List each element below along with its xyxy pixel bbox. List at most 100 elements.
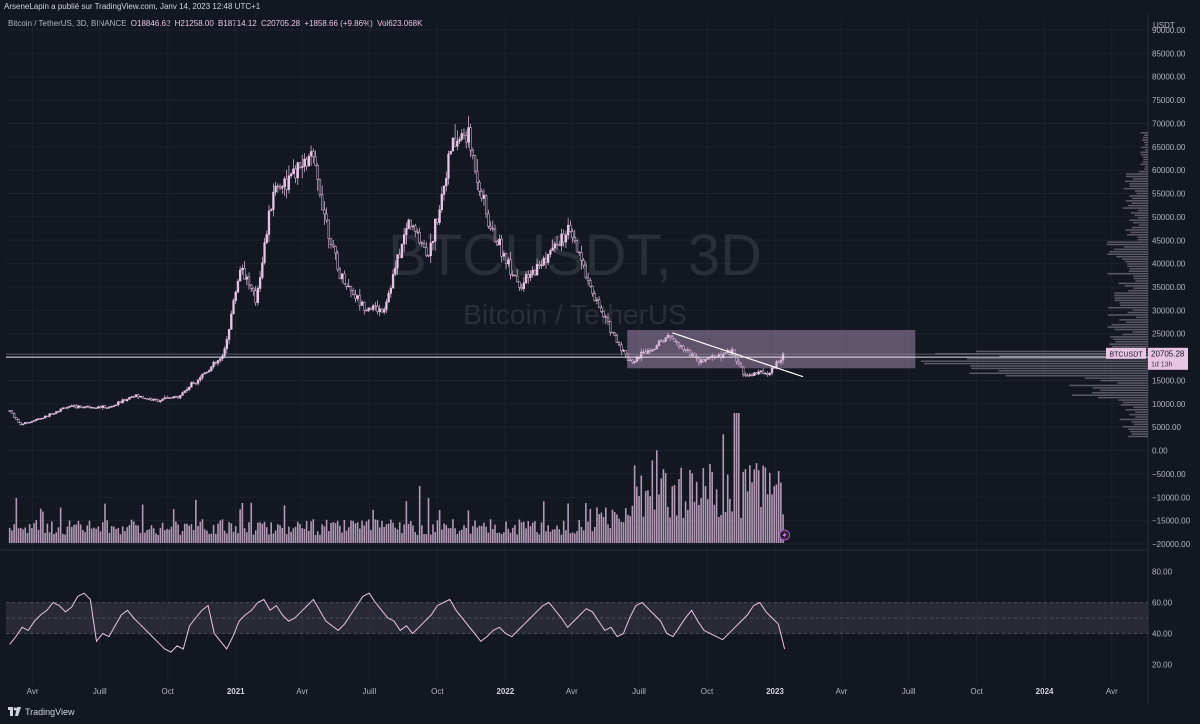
candle: [405, 222, 408, 245]
candle: [516, 268, 519, 283]
rsi-pane: [6, 592, 1148, 653]
volume-profile-bar: [1084, 377, 1148, 379]
candle: [334, 245, 337, 260]
candle: [507, 256, 510, 267]
candle: [303, 153, 306, 173]
candle: [327, 219, 330, 249]
volume-bar: [301, 528, 304, 543]
legend-symbol[interactable]: Bitcoin / TetherUS, 3D, BINANCE: [8, 19, 127, 28]
candle: [188, 386, 191, 391]
volume-profile-bar: [1128, 428, 1148, 430]
volume-bar: [132, 521, 135, 543]
candle: [367, 307, 370, 313]
volume-bar: [576, 531, 578, 543]
candle: [500, 234, 503, 263]
volume-bar: [467, 510, 470, 543]
candle: [55, 410, 58, 414]
volume-bar: [724, 511, 727, 543]
candle: [673, 338, 676, 343]
volume-profile-bar: [1137, 217, 1148, 219]
volume-bar: [347, 527, 350, 543]
candle: [256, 285, 260, 306]
volume-bar: [75, 524, 77, 543]
candle: [498, 234, 501, 246]
volume-profile-bar: [1129, 413, 1148, 416]
candle: [580, 245, 583, 270]
volume-bar: [514, 524, 516, 543]
candle: [564, 230, 568, 249]
candle: [207, 368, 211, 373]
candle: [57, 410, 60, 413]
volume-profile-bar: [1107, 253, 1148, 255]
candle: [553, 241, 556, 253]
volume-bar: [764, 467, 767, 543]
volume-profile-bar: [1119, 319, 1148, 321]
volume-bar: [618, 518, 620, 543]
candle: [10, 410, 14, 414]
candle: [143, 397, 147, 400]
time-tick-label: Avr: [296, 687, 308, 696]
volume-bar: [425, 534, 428, 543]
volume-bar: [742, 471, 745, 543]
volume-bar: [465, 527, 467, 543]
volume-profile-bar: [1133, 287, 1148, 290]
candle: [739, 361, 743, 368]
last-price-tag: [1148, 347, 1188, 370]
candle: [46, 415, 49, 418]
volume-bar: [472, 526, 474, 543]
candle: [179, 395, 182, 400]
candle: [369, 307, 373, 311]
volume-bar: [729, 498, 731, 543]
grid-lines: [0, 14, 1149, 704]
time-tick-label: 2023: [766, 687, 784, 696]
candle: [352, 288, 355, 296]
candle: [573, 229, 576, 244]
candle: [192, 381, 195, 385]
volume-bar: [285, 534, 288, 543]
volume-bar: [328, 531, 330, 543]
volume-bar: [15, 497, 18, 543]
volume-profile-bar: [1071, 394, 1148, 396]
price-tick-label: 10000.00: [1152, 400, 1186, 409]
candle: [644, 348, 647, 354]
volume-bar: [655, 450, 658, 543]
volume-bar: [157, 534, 159, 543]
volume-bar: [90, 528, 93, 543]
candle: [648, 348, 652, 354]
volume-bar: [332, 522, 335, 543]
volume-bar: [500, 534, 503, 543]
candle: [764, 372, 767, 375]
volume-profile-bar: [1135, 416, 1148, 418]
volume-bar: [611, 509, 614, 543]
tradingview-brand[interactable]: TradingView: [8, 707, 75, 717]
candle: [759, 369, 763, 375]
volume-bar: [436, 520, 439, 543]
volume-profile-bar: [1134, 423, 1148, 426]
candle: [161, 398, 164, 402]
volume-bar: [534, 521, 536, 543]
candle: [165, 395, 169, 399]
volume-profile-bar: [1092, 391, 1148, 394]
candle: [682, 344, 685, 353]
volume-bar: [208, 533, 210, 543]
publish-info: ArseneLapin a publié sur TradingView.com…: [4, 2, 261, 11]
volume-bar: [538, 534, 541, 543]
candle: [338, 266, 342, 280]
volume-bar: [365, 521, 368, 543]
candle: [230, 310, 233, 330]
volume-bar: [407, 523, 410, 543]
volume-profile-bar: [1131, 421, 1148, 423]
candle: [258, 271, 262, 293]
volume-bar: [281, 527, 284, 543]
time-tick-label: Avr: [27, 687, 39, 696]
volume-profile-bar: [1136, 192, 1148, 195]
volume-bar: [232, 531, 235, 543]
candle: [469, 123, 472, 158]
volume-bar: [252, 534, 255, 543]
volume-bar: [460, 529, 463, 543]
volume-profile-bar: [1131, 197, 1148, 200]
volume-bar: [135, 525, 137, 543]
volume-profile-bar: [1129, 183, 1148, 185]
volume-profile-bar: [1122, 333, 1148, 336]
